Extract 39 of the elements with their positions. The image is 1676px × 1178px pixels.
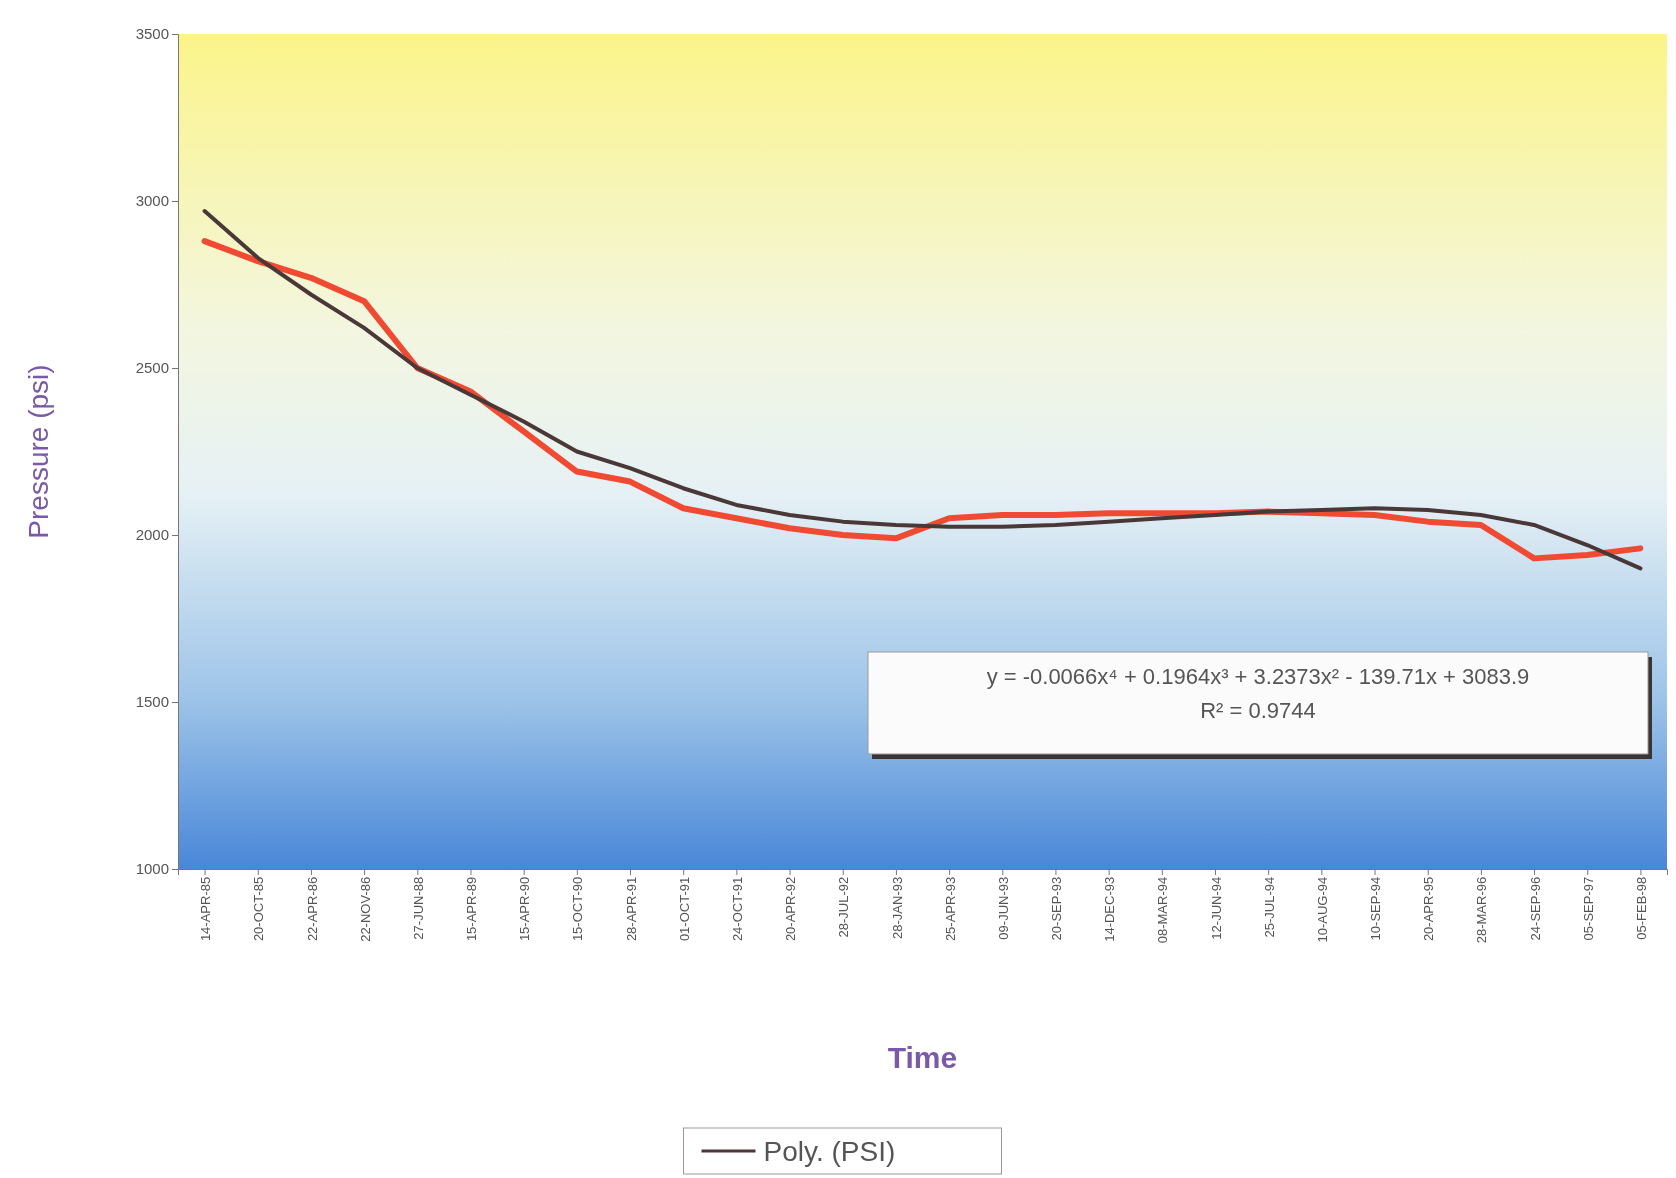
x-tick-label: 12-JUN-94 xyxy=(1208,876,1224,940)
x-tick-label: 01-OCT-91 xyxy=(676,876,692,942)
y-tick-label: 1000 xyxy=(135,860,169,878)
x-tick-label: 05-FEB-98 xyxy=(1634,876,1650,940)
x-tick-label: 15-APR-90 xyxy=(517,876,533,942)
x-tick-label: 28-JAN-93 xyxy=(889,876,905,939)
annotation: R² = 0.9744 xyxy=(1200,698,1316,723)
x-tick-label: 20-OCT-85 xyxy=(251,876,267,942)
x-axis-title: Time xyxy=(887,1041,958,1074)
x-tick-label: 22-NOV-86 xyxy=(357,876,373,942)
y-tick-label: 2000 xyxy=(135,526,169,544)
y-tick-label: 3500 xyxy=(135,25,169,43)
x-tick-label: 28-JUL-92 xyxy=(836,876,852,938)
x-tick-label: 20-SEP-93 xyxy=(1049,876,1065,941)
x-tick-label: 14-DEC-93 xyxy=(1102,876,1118,942)
x-tick-label: 15-OCT-90 xyxy=(570,876,586,942)
x-tick-label: 09-JUN-93 xyxy=(995,876,1011,940)
x-tick-label: 05-SEP-97 xyxy=(1580,876,1596,941)
x-tick-label: 22-APR-86 xyxy=(304,876,320,942)
x-tick-label: 20-APR-92 xyxy=(783,876,799,942)
x-tick-label: 14-APR-85 xyxy=(198,876,214,942)
annotation: y = -0.0066x⁴ + 0.1964x³ + 3.2373x² - 139.71x + 3083.9 xyxy=(986,664,1530,689)
x-tick-label: 24-OCT-91 xyxy=(729,876,745,942)
legend-label: Poly. (PSI) xyxy=(763,1136,896,1167)
x-tick-label: 28-MAR-96 xyxy=(1474,876,1490,944)
x-tick-label: 25-JUL-94 xyxy=(1261,876,1277,938)
y-tick-label: 2500 xyxy=(135,359,169,377)
x-tick-label: 08-MAR-94 xyxy=(1155,876,1171,944)
x-tick-label: 10-AUG-94 xyxy=(1314,876,1330,943)
y-axis-title: Pressure (psi) xyxy=(23,364,54,539)
x-tick-label: 28-APR-91 xyxy=(623,876,639,942)
x-tick-label: 10-SEP-94 xyxy=(1368,876,1384,941)
y-tick-label: 1500 xyxy=(135,693,169,711)
x-tick-label: 20-APR-95 xyxy=(1421,876,1437,942)
x-tick-label: 25-APR-93 xyxy=(942,876,958,942)
y-tick-label: 3000 xyxy=(135,192,169,210)
x-tick-label: 27-JUN-88 xyxy=(410,876,426,940)
x-tick-label: 24-SEP-96 xyxy=(1527,876,1543,941)
x-tick-label: 15-APR-89 xyxy=(464,876,480,942)
